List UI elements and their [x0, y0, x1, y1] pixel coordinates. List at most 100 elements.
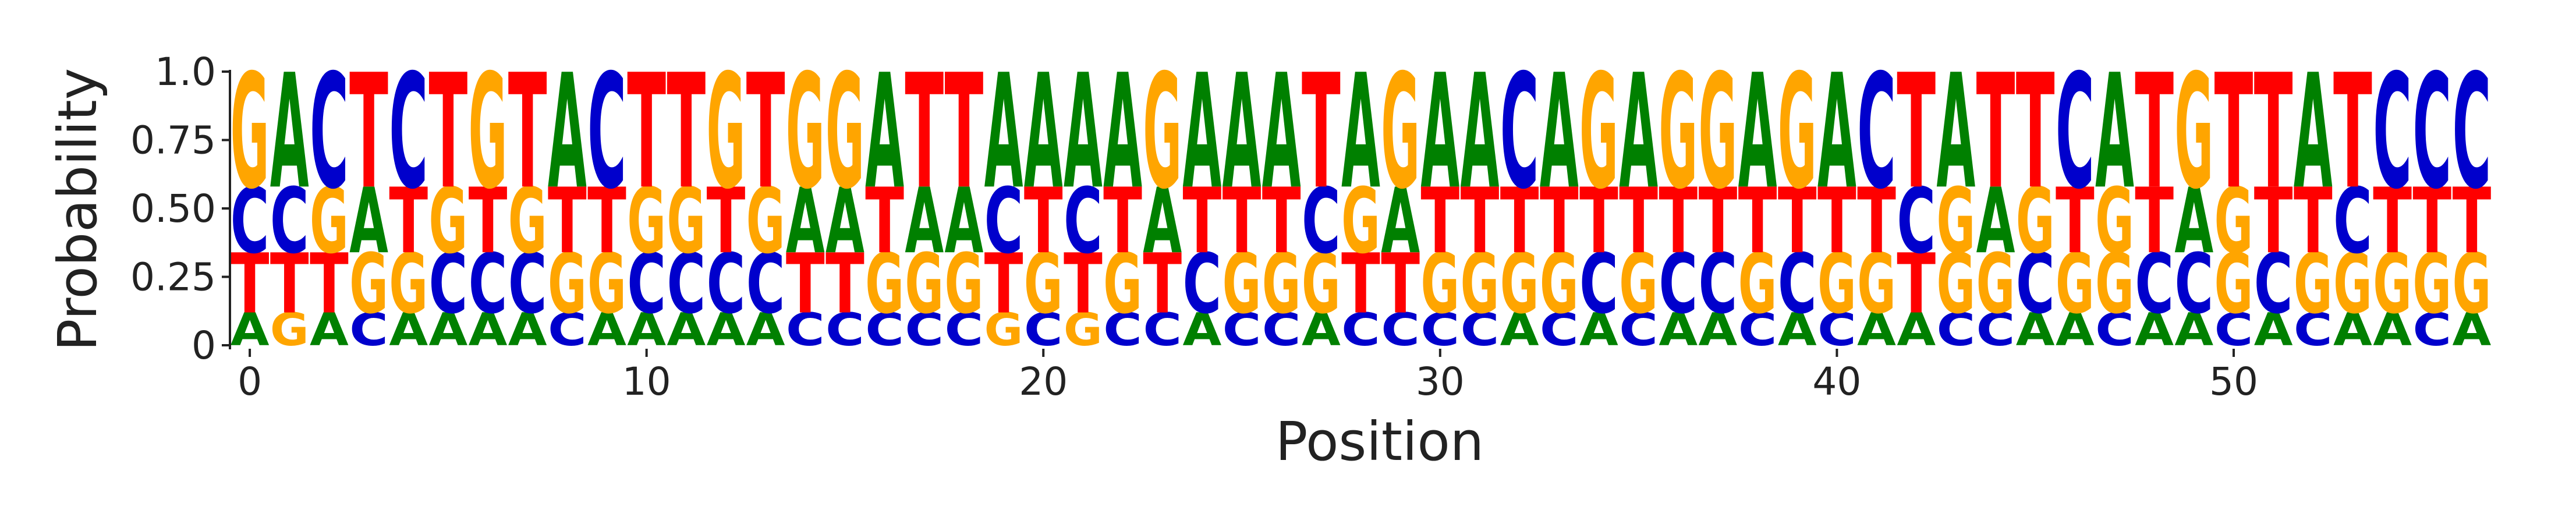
logo-letter-T: T [1420, 169, 1459, 274]
logo-letter-T: T [2135, 169, 2174, 274]
logo-letter-T: T [428, 40, 467, 224]
logo-letter-C: C [1302, 168, 1341, 273]
logo-letter-T: T [905, 40, 944, 224]
logo-letter-C: C [548, 304, 587, 356]
logo-letter-G: G [231, 41, 270, 224]
logo-letter-C: C [1619, 304, 1658, 356]
logo-letter-A: A [1579, 304, 1618, 356]
logo-letter-C: C [2373, 41, 2412, 224]
logo-letter-T: T [1143, 236, 1182, 332]
logo-letter-G: G [865, 237, 904, 332]
x-tick-label: 0 [238, 359, 262, 404]
logo-letter-C: C [786, 304, 825, 356]
logo-letter-C: C [905, 304, 944, 356]
logo-letter-T: T [2333, 40, 2372, 224]
logo-letter-G: G [469, 41, 508, 224]
logo-letter-C: C [2453, 41, 2492, 224]
logo-letter-G: G [667, 169, 706, 274]
logo-letter-C: C [1223, 304, 1262, 356]
logo-letter-T: T [2254, 169, 2293, 274]
logo-letter-C: C [865, 304, 904, 356]
logo-letter-C: C [2174, 236, 2213, 332]
logo-letter-G: G [1500, 237, 1539, 332]
logo-letter-G: G [389, 237, 428, 332]
logo-letter-G: G [1936, 237, 1975, 332]
logo-letter-A: A [746, 304, 785, 356]
logo-letter-G: G [945, 237, 984, 332]
logo-letter-G: G [1659, 41, 1698, 224]
logo-letter-C: C [310, 41, 349, 224]
logo-letter-C: C [1540, 304, 1579, 356]
logo-letter-G: G [707, 41, 746, 224]
logo-letter-G: G [2095, 237, 2134, 332]
logo-letter-A: A [2056, 304, 2095, 356]
logo-letter-G: G [548, 237, 587, 332]
x-ticks: 0 10 20 30 40 50 [238, 349, 2258, 404]
logo-letter-A: A [310, 304, 349, 356]
logo-letter-T: T [2056, 169, 2095, 274]
logo-letter-A: A [1420, 41, 1459, 224]
logo-letter-G: G [1936, 169, 1975, 274]
logo-letter-T: T [667, 40, 706, 224]
logo-letter-C: C [2214, 304, 2253, 356]
logo-letter-A: A [707, 304, 746, 356]
logo-letter-T: T [1103, 169, 1142, 274]
logo-letter-A: A [1738, 41, 1777, 224]
x-axis-label: Position [1275, 410, 1484, 473]
logo-letter-A: A [2373, 304, 2412, 356]
y-tick-label: 0.50 [130, 186, 216, 231]
logo-letters: ATCGGTCAATGCCGATAGTCACGTACTGACGTCGTAAGTC… [231, 40, 2492, 356]
logo-letter-T: T [389, 169, 428, 274]
y-tick-label: 0.25 [130, 255, 216, 300]
logo-letter-T: T [1738, 169, 1777, 274]
logo-letter-C: C [1778, 236, 1817, 332]
logo-letter-T: T [825, 236, 864, 332]
logo-letter-T: T [231, 236, 270, 332]
logo-letter-T: T [1024, 169, 1063, 274]
logo-letter-C: C [270, 168, 309, 273]
logo-letter-A: A [865, 41, 904, 224]
logo-letter-T: T [1540, 169, 1579, 274]
logo-letter-G: G [2294, 237, 2333, 332]
logo-letter-T: T [310, 236, 349, 332]
logo-letter-C: C [1659, 236, 1698, 332]
logo-letter-T: T [2214, 40, 2253, 224]
logo-letter-A: A [270, 41, 309, 224]
logo-letter-A: A [1976, 169, 2015, 274]
logo-letter-T: T [746, 40, 785, 224]
logo-letter-G: G [1461, 237, 1500, 332]
logo-letter-T: T [2453, 169, 2492, 274]
logo-letter-G: G [1143, 41, 1182, 224]
logo-letter-C: C [2095, 304, 2134, 356]
logo-letter-A: A [984, 41, 1023, 224]
logo-letter-C: C [1936, 304, 1975, 356]
logo-letter-A: A [786, 169, 825, 274]
logo-letter-A: A [2294, 41, 2333, 224]
logo-letter-A: A [2333, 304, 2372, 356]
logo-letter-A: A [2016, 304, 2055, 356]
logo-letter-A: A [1619, 41, 1658, 224]
logo-letter-A: A [2095, 41, 2134, 224]
logo-letter-G: G [1976, 237, 2015, 332]
logo-letter-C: C [349, 304, 388, 356]
y-ticks: 0 0.25 0.50 0.75 1.0 [130, 49, 230, 368]
logo-letter-A: A [1817, 41, 1856, 224]
logo-letter-A: A [389, 304, 428, 356]
logo-letter-A: A [1064, 41, 1103, 224]
logo-letter-G: G [2333, 237, 2372, 332]
logo-letter-T: T [627, 40, 666, 224]
logo-letter-A: A [1381, 169, 1420, 274]
logo-letter-G: G [587, 237, 626, 332]
logo-letter-T: T [1182, 169, 1221, 274]
logo-letter-G: G [270, 303, 309, 356]
y-axis: 0 0.25 0.50 0.75 1.0 [130, 49, 231, 368]
logo-letter-T: T [587, 169, 626, 274]
logo-letter-G: G [1024, 237, 1063, 332]
logo-letter-G: G [984, 303, 1023, 356]
logo-letter-C: C [667, 236, 706, 332]
logo-letter-A: A [1897, 304, 1936, 356]
logo-letter-G: G [1103, 237, 1142, 332]
logo-letter-G: G [1223, 237, 1262, 332]
logo-letter-G: G [1738, 237, 1777, 332]
